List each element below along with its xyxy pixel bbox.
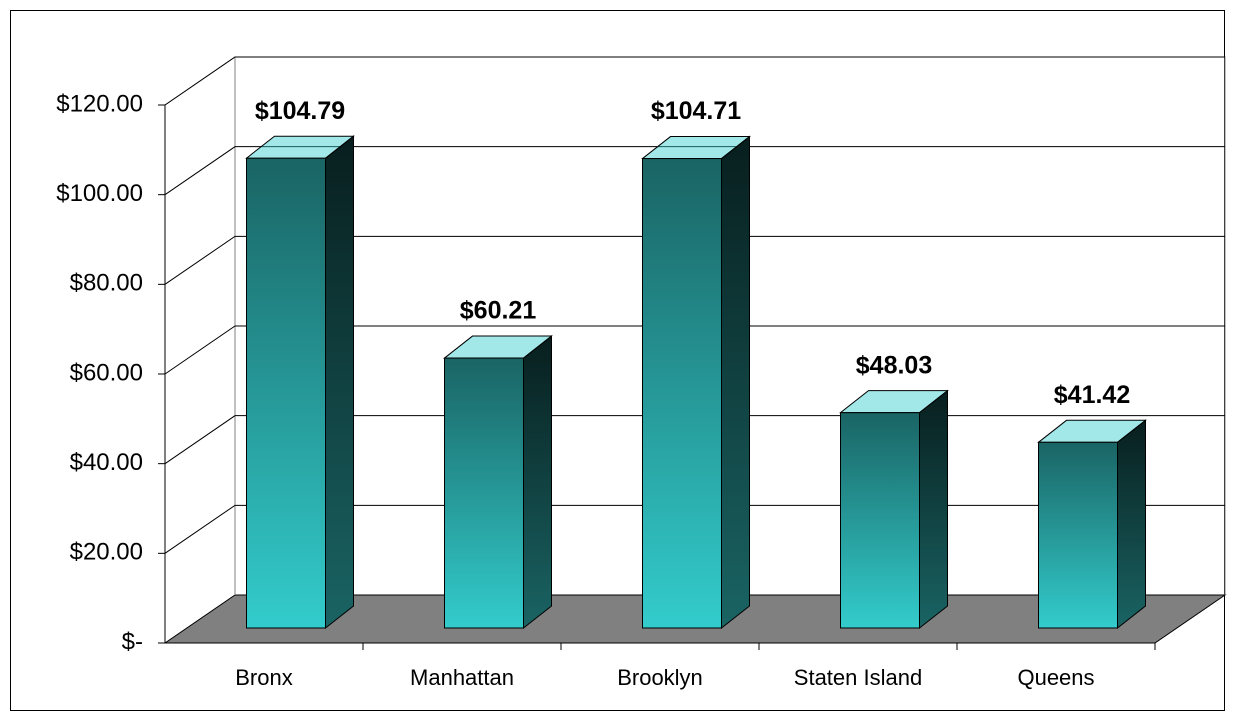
bar bbox=[1037, 419, 1147, 630]
value-label: $48.03 bbox=[856, 351, 932, 379]
bar-side bbox=[1117, 419, 1146, 630]
bar bbox=[839, 389, 949, 630]
grid-line bbox=[164, 325, 1225, 375]
bar-side bbox=[919, 389, 948, 630]
bar-front bbox=[1038, 441, 1118, 629]
bar-front bbox=[246, 157, 326, 629]
bar bbox=[641, 135, 751, 630]
value-label: $41.42 bbox=[1054, 381, 1130, 409]
x-tick-label: Manhattan bbox=[410, 665, 514, 690]
grid-line bbox=[164, 146, 1225, 196]
y-tick-label: $80.00 bbox=[70, 270, 143, 297]
value-label: $60.21 bbox=[460, 297, 537, 325]
y-tick-label: $40.00 bbox=[70, 449, 143, 476]
bar-side bbox=[721, 135, 750, 630]
grid-line bbox=[164, 235, 1225, 285]
chart-border bbox=[10, 10, 1225, 711]
bar-front bbox=[840, 412, 920, 629]
value-label: $104.71 bbox=[651, 97, 741, 125]
y-tick-label: $120.00 bbox=[56, 90, 143, 117]
x-tick-label: Queens bbox=[1017, 665, 1094, 690]
bar-side bbox=[523, 335, 552, 630]
bar bbox=[245, 135, 355, 630]
bar-front bbox=[444, 357, 524, 629]
y-tick-label: $- bbox=[122, 628, 143, 655]
y-tick-label: $60.00 bbox=[70, 359, 143, 386]
x-tick-label: Bronx bbox=[235, 665, 292, 690]
x-tick-label: Staten Island bbox=[794, 665, 922, 690]
x-tick-label: Brooklyn bbox=[617, 665, 703, 690]
bar-front bbox=[642, 158, 722, 629]
y-tick-label: $20.00 bbox=[70, 539, 143, 566]
bar-side bbox=[325, 135, 354, 630]
grid-line bbox=[164, 56, 1225, 106]
bar bbox=[443, 335, 553, 630]
y-tick-label: $100.00 bbox=[56, 180, 143, 207]
value-label: $104.79 bbox=[255, 97, 345, 125]
